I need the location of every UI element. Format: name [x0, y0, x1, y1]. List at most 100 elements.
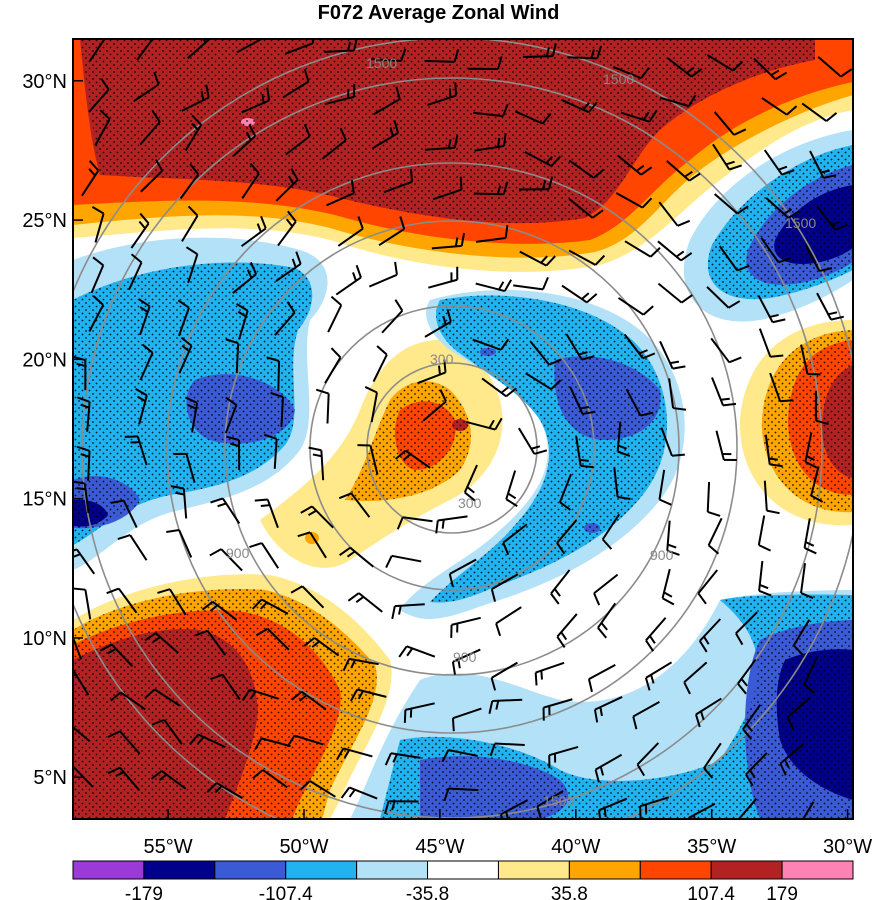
x-tick-label: 35°W	[687, 836, 736, 858]
wind-barb	[178, 336, 193, 374]
wind-barb	[624, 240, 661, 258]
colorbar: -179 -107.4 -35.8 35.8 107.4 179	[72, 860, 854, 900]
wind-barb	[297, 531, 327, 559]
wind-barb	[443, 787, 479, 802]
wind-barb	[431, 232, 466, 250]
wind-barb	[569, 386, 596, 415]
wind-barb	[266, 356, 281, 392]
wind-barb	[151, 718, 183, 745]
wind-barb	[514, 110, 552, 125]
wind-barb	[335, 747, 373, 761]
wind-barb	[81, 160, 100, 197]
wind-barb	[659, 94, 697, 108]
wind-barb	[639, 796, 670, 819]
colorbar-swatch	[497, 860, 570, 880]
wind-barb	[534, 661, 565, 686]
x-tick-label: 45°W	[415, 836, 464, 858]
wind-barb	[745, 752, 768, 787]
wind-barb	[373, 86, 401, 116]
wind-barb	[615, 192, 653, 209]
wind-barb	[489, 742, 525, 757]
wind-barb	[804, 243, 833, 272]
wind-barb	[593, 573, 619, 606]
wind-barb	[753, 57, 788, 81]
wind-barb	[490, 573, 519, 602]
wind-barb	[384, 800, 419, 815]
wind-barb	[623, 333, 656, 360]
wind-barb	[117, 534, 148, 561]
wind-barb	[475, 224, 509, 243]
wind-barb	[706, 286, 741, 309]
wind-barb	[698, 618, 722, 653]
wind-barb	[802, 801, 815, 819]
wind-barb	[372, 345, 388, 382]
wind-barb	[816, 205, 848, 231]
wind-barb	[282, 68, 310, 99]
colorbar-label: -179	[125, 884, 163, 900]
wind-barb	[286, 734, 324, 748]
wind-barb	[166, 529, 193, 558]
x-tick-label: 40°W	[551, 836, 600, 858]
wind-barb	[529, 340, 562, 366]
wind-barb	[130, 212, 150, 249]
wind-barb	[185, 246, 199, 284]
wind-barb	[179, 163, 200, 200]
x-tick-label: 30°W	[823, 836, 872, 858]
wind-barb	[184, 114, 203, 151]
wind-barb	[144, 688, 181, 707]
wind-barb	[76, 445, 91, 481]
wind-barb	[448, 558, 477, 587]
wind-barb	[210, 497, 241, 525]
wind-barb	[371, 48, 407, 63]
wind-barb	[275, 251, 302, 282]
wind-barb	[225, 338, 240, 374]
wind-barb	[757, 515, 772, 552]
colorbar-label: 107.4	[687, 884, 735, 900]
wind-barb	[568, 249, 606, 266]
wind-barb	[337, 216, 364, 247]
wind-barb	[290, 585, 325, 609]
wind-barb	[687, 802, 716, 819]
colorbar-swatch	[356, 860, 429, 880]
wind-barb	[703, 742, 722, 779]
wind-barb	[240, 215, 267, 247]
wind-barb	[241, 87, 271, 114]
wind-barb	[300, 505, 334, 529]
wind-barb	[255, 627, 290, 651]
wind-barb	[769, 372, 794, 403]
wind-barb	[567, 45, 603, 60]
wind-barb	[427, 82, 458, 106]
wind-barb	[706, 481, 721, 517]
wind-barb	[620, 110, 658, 123]
colorbar-swatch	[639, 860, 712, 880]
wind-barb	[107, 766, 141, 792]
wind-barb	[542, 698, 573, 721]
wind-barb	[817, 56, 853, 78]
y-tick-label: 5°N	[33, 767, 67, 789]
wind-barb	[133, 71, 160, 103]
wind-barb	[195, 629, 227, 656]
wind-barb	[657, 282, 693, 304]
wind-barb	[617, 154, 653, 176]
wind-barb	[763, 149, 795, 176]
wind-barb	[613, 467, 631, 500]
wind-barb	[490, 661, 518, 691]
wind-barb	[816, 292, 844, 321]
wind-barb	[707, 517, 723, 555]
wind-barb	[463, 464, 478, 502]
wind-barb	[803, 518, 817, 555]
wind-barb	[810, 466, 824, 503]
wind-barb	[110, 499, 138, 529]
y-tick-label: 30°N	[22, 71, 67, 93]
range-ring-labels: 300 300 900 900 900 1500 1500 1500 1500	[226, 55, 816, 809]
wind-barb	[303, 637, 340, 657]
wind-barb	[88, 295, 105, 332]
ring-label-1500-b: 1500	[603, 71, 634, 87]
wind-barb	[473, 103, 509, 118]
wind-barb	[236, 39, 264, 54]
wind-barb	[73, 726, 91, 742]
wind-barb	[209, 548, 243, 572]
wind-barb	[396, 516, 433, 530]
wind-barb	[170, 485, 188, 519]
